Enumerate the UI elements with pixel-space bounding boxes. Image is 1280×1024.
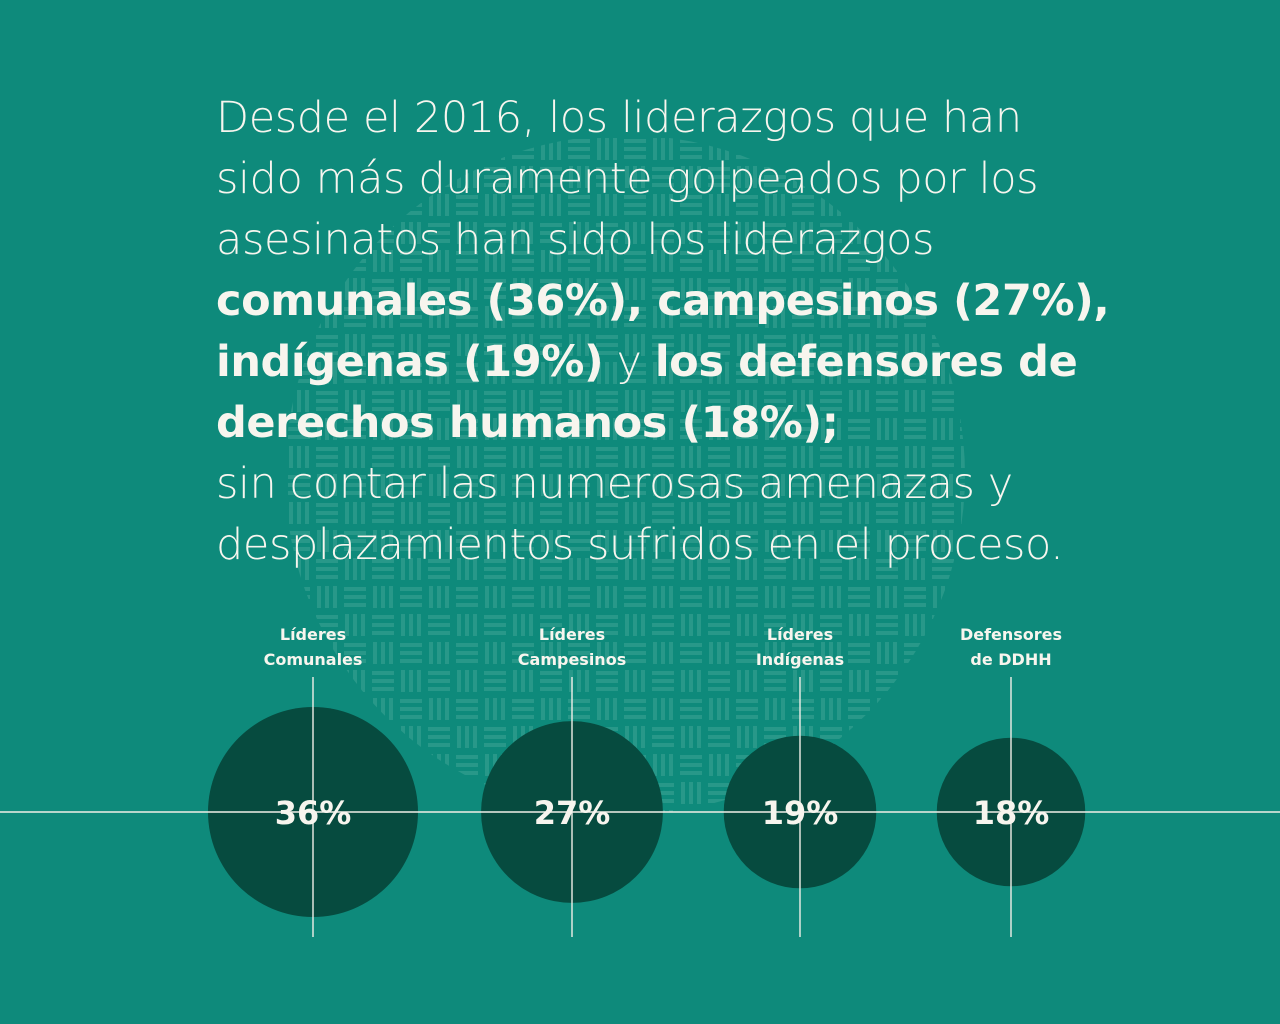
category-label-4-line-2: de DDHH	[970, 650, 1051, 669]
category-label-3-line-1: Líderes	[767, 625, 833, 644]
headline-line-8: desplazamientos sufridos en el proceso.	[216, 520, 1064, 570]
category-label-2-line-2: Campesinos	[518, 650, 626, 669]
connector-text: y	[603, 337, 655, 387]
weave-pattern	[285, 135, 965, 815]
headline-line-6: derechos humanos (18%);	[216, 398, 839, 448]
value-label-4: 18%	[973, 794, 1050, 832]
value-label-1: 36%	[275, 794, 352, 832]
category-label-2-line-1: Líderes	[539, 625, 605, 644]
headline-line-2: sido más duramente golpeados por los	[216, 154, 1039, 204]
highlight-defensores: los defensores de	[654, 337, 1078, 387]
headline-line-7: sin contar las numerosas amenazas y	[216, 459, 1013, 509]
labels-layer: 36% Líderes Comunales 27% Líderes Campesinos 1…	[264, 625, 1062, 832]
headline-line-5: indígenas (19%) y los defensores de	[216, 332, 1226, 393]
guide-lines-layer	[0, 677, 1280, 937]
highlight-indigenas: indígenas (19%)	[216, 337, 604, 387]
value-label-2: 27%	[534, 794, 611, 832]
woven-pattern-background	[285, 135, 965, 815]
value-label-3: 19%	[762, 794, 839, 832]
category-label-1-line-2: Comunales	[264, 650, 363, 669]
headline-line-4: comunales (36%), campesinos (27%),	[216, 276, 1110, 326]
headline-text: Desde el 2016, los liderazgos que han si…	[216, 88, 1226, 576]
category-label-1-line-1: Líderes	[280, 625, 346, 644]
headline-line-1: Desde el 2016, los liderazgos que han	[216, 93, 1022, 143]
category-label-3-line-2: Indígenas	[756, 650, 844, 669]
headline-line-3: asesinatos han sido los liderazgos	[216, 215, 935, 265]
category-label-4-line-1: Defensores	[960, 625, 1062, 644]
